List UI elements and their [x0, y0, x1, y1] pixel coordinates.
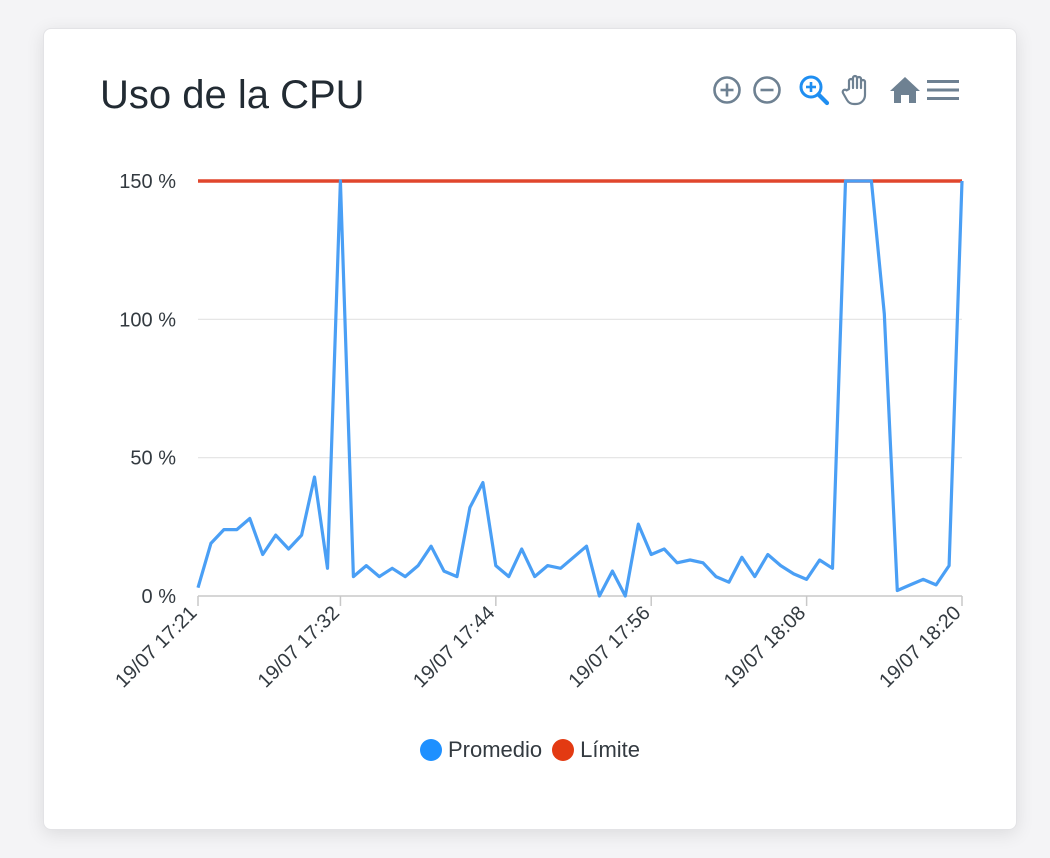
legend-item-promedio[interactable]: Promedio: [419, 737, 543, 763]
x-tick-label: 19/07 17:32: [254, 602, 344, 692]
cpu-line-chart: 0 % 50 % 100 % 150 % 19/07 17:21 19/07 17:32…: [111, 171, 966, 692]
selection-zoom-icon[interactable]: [798, 73, 830, 107]
grid-lines: [198, 180, 962, 459]
y-axis-labels: 0 % 50 % 100 % 150 %: [119, 171, 176, 608]
series-line-promedio: [196, 179, 964, 598]
menu-icon[interactable]: [926, 73, 960, 107]
legend-marker-limite: [552, 739, 575, 761]
x-tick-label: 19/07 17:56: [564, 602, 654, 692]
legend-label-limite: Límite: [580, 737, 641, 762]
x-tick-label: 19/07 18:20: [875, 602, 965, 692]
y-tick-label: 100 %: [119, 309, 176, 331]
x-tick-label: 19/07 17:21: [111, 602, 201, 692]
pan-hand-icon[interactable]: [840, 73, 874, 107]
cpu-usage-card: Uso de la CPU 0 % 50 % 100 % 150 % 19/07 17…: [43, 28, 1017, 830]
y-tick-label: 50 %: [130, 448, 176, 470]
zoom-in-icon[interactable]: [712, 73, 742, 107]
chart-title: Uso de la CPU: [100, 73, 365, 117]
home-reset-icon[interactable]: [888, 73, 922, 107]
legend-label-promedio: Promedio: [447, 737, 543, 762]
legend-marker-promedio: [419, 739, 442, 761]
x-axis: 19/07 17:21 19/07 17:32 19/07 17:44 19/07 1…: [111, 595, 966, 692]
zoom-out-icon[interactable]: [752, 73, 782, 107]
chart-legend: Promedio Límite: [44, 737, 1016, 763]
y-tick-label: 150 %: [119, 171, 176, 193]
legend-item-limite[interactable]: Límite: [552, 737, 640, 763]
series-lines: [196, 179, 964, 598]
x-tick-label: 19/07 17:44: [409, 602, 499, 692]
x-tick-label: 19/07 18:08: [720, 602, 810, 692]
y-tick-label: 0 %: [142, 586, 177, 608]
chart-toolbar: [712, 73, 960, 107]
